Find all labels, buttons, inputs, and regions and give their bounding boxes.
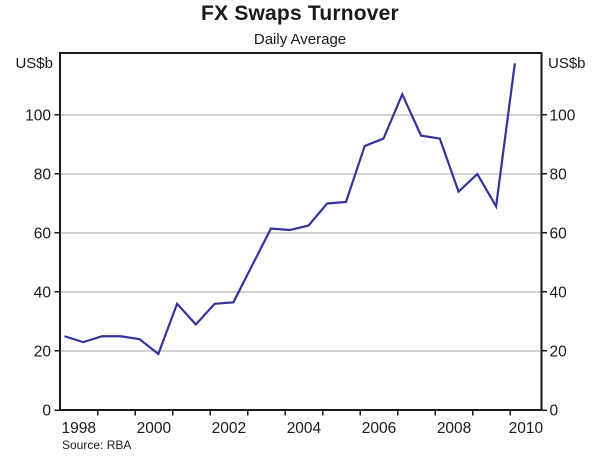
y-tick-label-left: 0: [42, 403, 51, 420]
chart-title: FX Swaps Turnover: [201, 2, 399, 25]
y-tick-label-right: 60: [550, 225, 568, 242]
x-tick-label: 2008: [437, 420, 471, 437]
chart-subtitle: Daily Average: [253, 31, 347, 48]
y-tick-label-left: 40: [34, 284, 52, 301]
x-tick-label: 2002: [212, 420, 246, 437]
x-tick-label: 2000: [137, 420, 172, 437]
x-tick-label: 1998: [62, 420, 96, 437]
y-tick-label-right: 80: [550, 166, 568, 183]
x-tick-label: 2006: [362, 420, 396, 437]
x-tick-label: 2004: [287, 420, 322, 437]
y-axis-unit-right: US$b: [548, 55, 586, 72]
data-line: [64, 63, 516, 356]
x-tick-label: 2010: [509, 420, 544, 437]
y-tick-label-right: 20: [550, 343, 568, 360]
source-note: Source: RBA: [62, 438, 132, 452]
y-tick-label-left: 80: [34, 166, 52, 183]
y-tick-label-left: 60: [34, 225, 52, 242]
y-tick-label-left: 20: [34, 343, 52, 360]
y-tick-label-right: 40: [550, 284, 568, 301]
y-tick-label-right: 100: [550, 107, 576, 124]
y-tick-label-left: 100: [25, 107, 51, 124]
y-tick-label-right: 0: [550, 403, 559, 420]
y-axis-unit-left: US$b: [15, 55, 53, 72]
plot-border: [59, 52, 543, 411]
